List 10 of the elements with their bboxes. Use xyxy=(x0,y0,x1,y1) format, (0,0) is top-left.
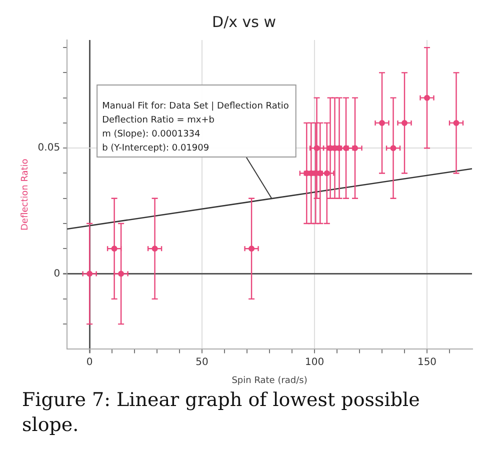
y-tick-label: 0.05 xyxy=(38,142,60,154)
x-tick-label: 100 xyxy=(304,356,324,368)
chart-title: D/x vs w xyxy=(212,12,276,31)
y-axis-title: Deflection Ratio xyxy=(20,158,31,231)
x-tick-label: 150 xyxy=(417,356,437,368)
x-tick-label: 50 xyxy=(196,356,208,368)
x-axis-title: Spin Rate (rad/s) xyxy=(232,376,308,386)
annotation: Manual Fit for: Data Set | Deflection Ratio Deflection Ratio = mx+b m (Slope): 0.0001334 b (Y-Intercept): 0.01909 xyxy=(102,101,290,154)
caption: Figure 7: Linear graph of lowest possible slope. xyxy=(22,388,421,438)
x-tick-label: 0 xyxy=(86,356,93,368)
